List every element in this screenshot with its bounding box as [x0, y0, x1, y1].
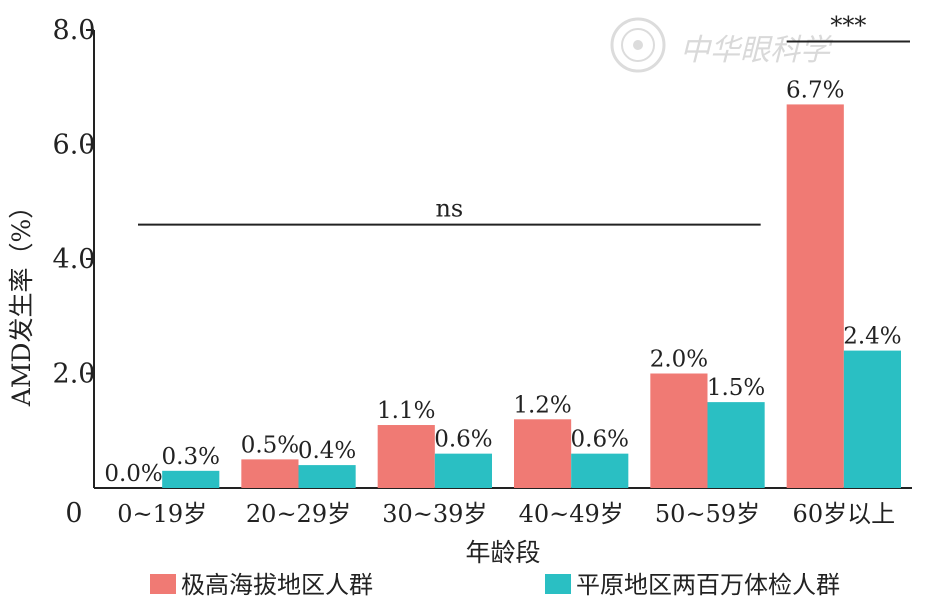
x-tick-label: 20~29岁: [246, 500, 351, 528]
bar-labels: 0.0% 0.5% 1.1% 1.2% 2.0% 6.7% 0.3% 0.4% 0.6% 0.6%…: [104, 77, 901, 487]
y-ticks: 0 2.0 4.0 6.0 8.0: [53, 15, 96, 529]
bar-value-label: 1.1%: [377, 398, 435, 424]
y-tick-label: 0: [65, 498, 82, 529]
x-tick-label: 30~39岁: [382, 500, 487, 528]
bar: [377, 425, 435, 488]
x-tick-label: 0~19岁: [117, 500, 207, 528]
bar-value-label: 0.3%: [162, 444, 220, 470]
y-tick-label: 8.0: [53, 15, 96, 46]
legend-item: 平原地区两百万体检人群: [545, 571, 840, 599]
legend: 极高海拔地区人群 平原地区两百万体检人群: [150, 571, 840, 599]
bar: [571, 453, 629, 488]
legend-label: 平原地区两百万体检人群: [576, 571, 840, 599]
y-tick-label: 4.0: [53, 244, 96, 275]
y-tick-label: 6.0: [53, 130, 96, 161]
bar-value-label: 0.0%: [104, 461, 162, 487]
annotations: ns ***: [138, 11, 910, 226]
significance-label: ***: [830, 11, 866, 39]
legend-item: 极高海拔地区人群: [150, 571, 373, 599]
bar-value-label: 2.4%: [843, 324, 901, 350]
bar: [298, 465, 356, 488]
watermark: 中华眼科学: [610, 17, 833, 73]
legend-swatch: [545, 574, 571, 594]
x-tick-label: 40~49岁: [519, 500, 624, 528]
x-tick-label: 60岁以上: [793, 500, 896, 528]
bar-value-label: 0.4%: [298, 438, 356, 464]
bar: [514, 419, 572, 488]
bar-value-label: 0.5%: [241, 432, 299, 458]
watermark-text: 中华眼科学: [680, 33, 833, 68]
bars: [162, 104, 901, 489]
significance-label: ns: [435, 195, 463, 223]
bar: [843, 350, 901, 488]
y-axis-title: AMD发生率（%）: [7, 194, 36, 407]
bar: [650, 373, 708, 488]
bar: [786, 104, 844, 489]
x-ticks: 0~19岁 20~29岁 30~39岁 40~49岁 50~59岁 60岁以上: [117, 500, 895, 528]
legend-swatch: [150, 574, 176, 594]
bar-value-label: 1.2%: [513, 392, 571, 418]
legend-label: 极高海拔地区人群: [181, 571, 373, 599]
x-tick-label: 50~59岁: [655, 500, 760, 528]
bar-value-label: 6.7%: [786, 77, 844, 103]
bar: [707, 402, 765, 488]
bar-value-label: 2.0%: [650, 347, 708, 373]
society-seal-icon: [610, 17, 666, 73]
bar: [434, 453, 492, 488]
x-axis-title: 年龄段: [465, 538, 540, 567]
y-tick-label: 2.0: [53, 359, 96, 390]
bar-value-label: 0.6%: [571, 427, 629, 453]
bar: [162, 470, 220, 488]
bar-value-label: 0.6%: [434, 427, 492, 453]
bar-value-label: 1.5%: [707, 375, 765, 401]
bar: [241, 459, 299, 488]
